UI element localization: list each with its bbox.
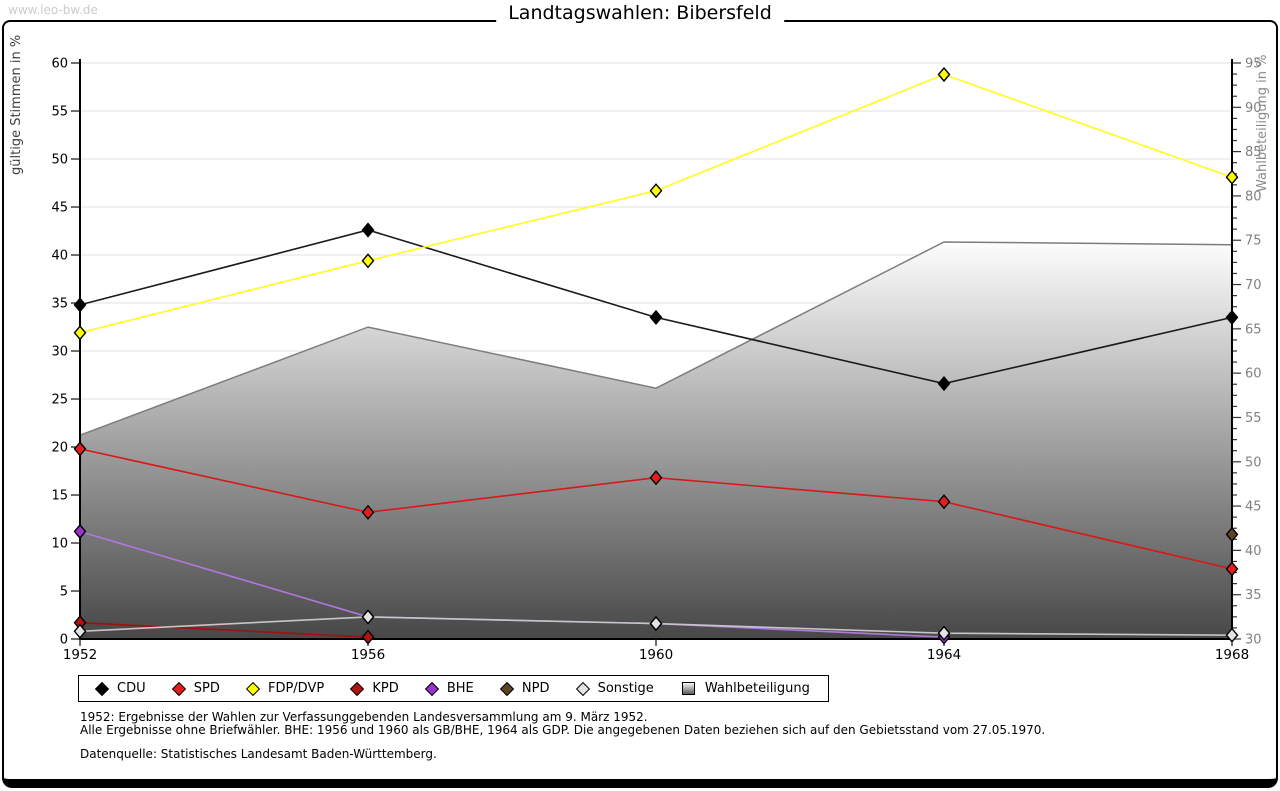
svg-text:1956: 1956	[351, 647, 385, 662]
footnote-line-2: Alle Ergebnisse ohne Briefwähler. BHE: 1…	[80, 722, 1046, 737]
legend-item-wahlbeteiligung: Wahlbeteiligung	[681, 681, 810, 696]
source-note: Datenquelle: Statistisches Landesamt Bad…	[80, 747, 437, 762]
legend-label: BHE	[446, 681, 474, 696]
svg-text:35: 35	[1245, 588, 1262, 603]
svg-text:Wahlbeteiligung in %: Wahlbeteiligung in %	[1255, 55, 1270, 192]
svg-text:70: 70	[1245, 278, 1262, 293]
svg-text:1964: 1964	[927, 647, 961, 662]
svg-text:5: 5	[60, 585, 68, 600]
page-title: Landtagswahlen: Bibersfeld	[496, 2, 784, 24]
legend-label: Wahlbeteiligung	[704, 681, 810, 696]
svg-text:80: 80	[1245, 189, 1262, 204]
footnotes: 1952: Ergebnisse der Wahlen zur Verfassu…	[80, 711, 1045, 761]
svg-text:50: 50	[51, 153, 68, 168]
svg-text:40: 40	[1245, 544, 1262, 559]
svg-text:75: 75	[1245, 234, 1262, 249]
legend-item-bhe: BHE	[424, 681, 474, 696]
legend-item-spd: SPD	[171, 681, 220, 696]
svg-text:30: 30	[51, 345, 68, 360]
svg-text:gültige Stimmen in %: gültige Stimmen in %	[9, 35, 24, 175]
legend-label: FDP/DVP	[267, 681, 325, 696]
legend-label: KPD	[372, 681, 399, 696]
svg-text:1960: 1960	[639, 647, 673, 662]
svg-text:60: 60	[51, 57, 68, 72]
legend-label: NPD	[521, 681, 550, 696]
svg-text:40: 40	[51, 249, 68, 264]
legend-diamond-icon	[350, 681, 365, 696]
legend-diamond-icon	[94, 681, 110, 696]
svg-text:55: 55	[1245, 411, 1262, 426]
legend-label: Sonstige	[597, 681, 654, 696]
legend-item-kpd: KPD	[350, 681, 399, 696]
legend-item-fdp-dvp: FDP/DVP	[245, 681, 325, 696]
election-line-chart: 0 5 10 15 20 25 30 35 40 45 50 55 60 30 35 40 45 50 55 60 65…	[9, 35, 1270, 662]
svg-text:1968: 1968	[1215, 647, 1249, 662]
svg-text:0: 0	[60, 633, 68, 648]
svg-text:50: 50	[1245, 455, 1262, 470]
svg-text:45: 45	[1245, 500, 1262, 515]
svg-text:65: 65	[1245, 322, 1262, 337]
watermark: www.leo-bw.de	[8, 3, 98, 17]
legend-label: CDU	[117, 681, 146, 696]
svg-text:30: 30	[1245, 633, 1262, 648]
legend-diamond-icon	[575, 681, 590, 696]
svg-text:1952: 1952	[63, 647, 97, 662]
svg-text:55: 55	[51, 105, 68, 120]
svg-text:35: 35	[51, 297, 68, 312]
legend-diamond-icon	[424, 681, 439, 696]
svg-text:20: 20	[51, 441, 68, 456]
legend-item-sonstige: Sonstige	[575, 681, 654, 696]
legend-item-cdu: CDU	[94, 681, 146, 696]
legend-label: SPD	[193, 681, 220, 696]
footnote-line-1: 1952: Ergebnisse der Wahlen zur Verfassu…	[80, 710, 648, 724]
svg-text:95: 95	[1245, 57, 1262, 72]
svg-text:15: 15	[51, 489, 68, 504]
legend-diamond-icon	[171, 681, 186, 696]
svg-text:90: 90	[1245, 101, 1262, 116]
legend-diamond-icon	[499, 681, 514, 696]
svg-text:45: 45	[51, 201, 68, 216]
legend-item-npd: NPD	[499, 681, 550, 696]
legend-area-swatch-icon	[681, 682, 695, 695]
svg-text:25: 25	[51, 393, 68, 408]
svg-text:85: 85	[1245, 145, 1262, 160]
svg-text:10: 10	[51, 537, 68, 552]
legend-diamond-icon	[245, 681, 261, 696]
chart-legend: CDU SPD FDP/DVP KPD BHE NPD Sonstige Wahlbeteil…	[78, 675, 829, 702]
svg-text:60: 60	[1245, 367, 1262, 382]
